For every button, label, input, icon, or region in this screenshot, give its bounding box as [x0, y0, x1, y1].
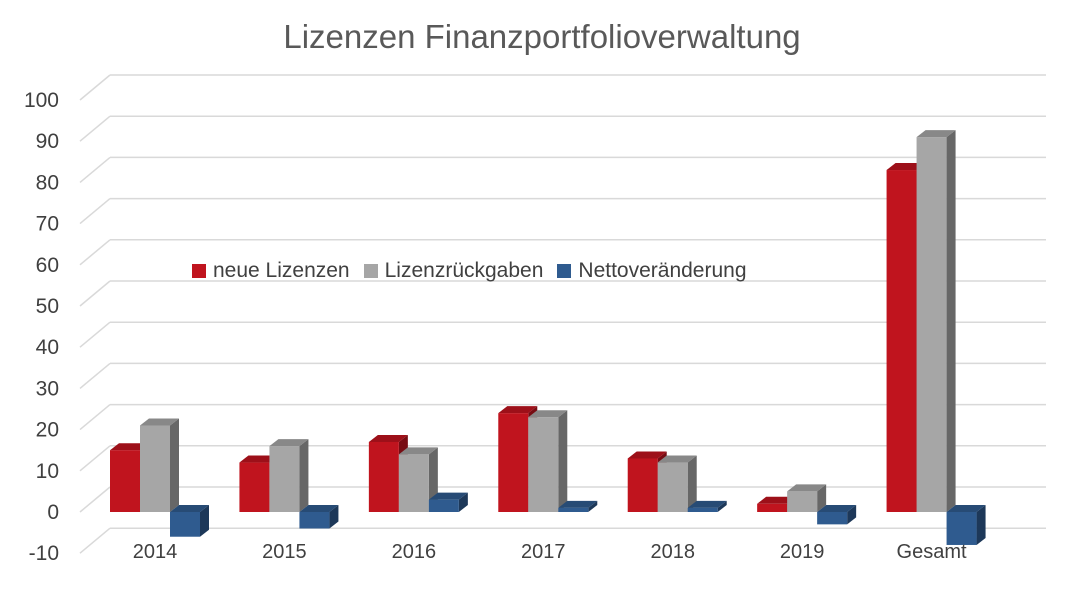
- y-tick-label: -10: [29, 542, 59, 565]
- y-tick-label: 50: [36, 295, 59, 318]
- gridline-depth: [79, 198, 111, 225]
- x-tick-label: 2018: [650, 541, 695, 563]
- chart-title: Lizenzen Finanzportfolioverwaltung: [283, 18, 801, 55]
- bar-top: [946, 505, 986, 512]
- gridline-depth: [79, 527, 111, 554]
- legend-swatch: [557, 264, 572, 278]
- bar-nettover-nderung-2018: [687, 507, 718, 512]
- bar-top: [916, 130, 956, 138]
- bar-top: [558, 500, 598, 508]
- bar-nettover-nderung-2014: [170, 512, 200, 537]
- gridline-depth: [79, 156, 111, 183]
- bar-top: [886, 163, 926, 171]
- bar-side: [847, 505, 857, 525]
- y-tick-label: 60: [36, 254, 59, 277]
- y-tick-label: 80: [36, 171, 59, 194]
- y-tick-label: 30: [36, 377, 59, 400]
- gridline-depth: [79, 445, 111, 472]
- bar-side: [717, 500, 727, 512]
- bar-lizenzr-ckgaben-2017: [528, 417, 559, 512]
- bar-top: [110, 443, 149, 451]
- gridline-depth: [79, 280, 111, 307]
- bar-lizenzr-ckgaben-2018: [657, 462, 688, 512]
- x-tick-label: 2019: [780, 541, 825, 563]
- bar-top: [687, 500, 727, 508]
- bar-side: [299, 439, 309, 512]
- bar-neue-lizenzen-2017: [498, 413, 529, 512]
- legend-label: Nettoveränderung: [578, 259, 747, 282]
- bar-side: [946, 130, 956, 512]
- y-tick-label: 40: [36, 336, 59, 359]
- legend-label: neue Lizenzen: [213, 259, 350, 282]
- bar-top: [657, 455, 697, 463]
- legend-item-neue-lizenzen: neue Lizenzen: [192, 259, 350, 283]
- bar-side: [687, 455, 697, 512]
- bar-lizenzr-ckgaben-2019: [787, 491, 818, 512]
- bar-neue-lizenzen-gesamt: [886, 170, 917, 513]
- bar-side: [558, 410, 568, 512]
- y-tick-label: 70: [36, 213, 59, 236]
- bar-top: [498, 406, 538, 414]
- x-tick-label: 2014: [133, 541, 178, 563]
- legend-item-nettoveraenderung: Nettoveränderung: [557, 259, 747, 283]
- bar-top: [269, 439, 309, 447]
- bar-nettover-nderung-2015: [299, 512, 330, 529]
- bar-top: [140, 418, 179, 426]
- bar-top: [299, 505, 339, 512]
- bar-nettover-nderung-gesamt: [946, 512, 977, 545]
- bar-nettover-nderung-2017: [558, 507, 589, 512]
- bar-top: [398, 447, 438, 455]
- bar-lizenzr-ckgaben-gesamt: [916, 137, 947, 512]
- bar-neue-lizenzen-2019: [757, 503, 788, 512]
- x-tick-label: Gesamt: [897, 541, 967, 563]
- bar-side: [588, 500, 598, 512]
- bar-neue-lizenzen-2018: [627, 458, 658, 512]
- bar-top: [757, 496, 797, 504]
- bar-top: [627, 451, 667, 459]
- bar-top: [170, 505, 209, 512]
- bar-top: [528, 410, 568, 418]
- bar-top: [368, 434, 408, 442]
- bar-side: [200, 505, 209, 537]
- gridline-depth: [79, 74, 111, 101]
- y-tick-label: 20: [36, 419, 59, 442]
- legend-label: Lizenzrückgaben: [384, 259, 544, 282]
- y-tick-label: 10: [36, 460, 59, 483]
- bar-lizenzr-ckgaben-2015: [269, 446, 300, 512]
- legend: neue Lizenzen Lizenzrückgaben Nettoverän…: [192, 259, 761, 283]
- bar-neue-lizenzen-2016: [368, 441, 399, 512]
- y-tick-label: 90: [36, 130, 59, 153]
- gridline-depth: [79, 239, 111, 266]
- bar-side: [817, 484, 827, 512]
- bar-side: [976, 505, 986, 545]
- y-tick-label: 100: [24, 89, 59, 112]
- x-tick-label: 2016: [392, 541, 437, 563]
- y-tick-label: 0: [47, 501, 59, 524]
- bar-top: [787, 484, 827, 492]
- gridline-depth: [79, 486, 111, 513]
- legend-item-lizenzrueckgaben: Lizenzrückgaben: [363, 259, 544, 283]
- bar-side: [458, 492, 468, 512]
- bar-top: [428, 492, 468, 500]
- gridline-depth: [79, 115, 111, 142]
- bar-side: [329, 505, 339, 529]
- bar-lizenzr-ckgaben-2016: [398, 454, 429, 512]
- bar-nettover-nderung-2019: [817, 512, 848, 525]
- gridline-depth: [79, 362, 111, 389]
- bar-side: [170, 418, 179, 512]
- x-tick-label: 2017: [521, 541, 566, 563]
- gridline-depth: [79, 321, 111, 348]
- gridline-depth: [79, 404, 111, 431]
- bar-top: [239, 455, 279, 463]
- legend-swatch: [363, 264, 378, 278]
- x-tick-label: 2015: [262, 541, 307, 563]
- bar-top: [817, 505, 857, 512]
- bar-lizenzr-ckgaben-2014: [140, 425, 170, 512]
- legend-swatch: [192, 264, 206, 278]
- bar-nettover-nderung-2016: [428, 499, 459, 512]
- bar-neue-lizenzen-2015: [239, 462, 270, 512]
- bar-neue-lizenzen-2014: [110, 450, 140, 512]
